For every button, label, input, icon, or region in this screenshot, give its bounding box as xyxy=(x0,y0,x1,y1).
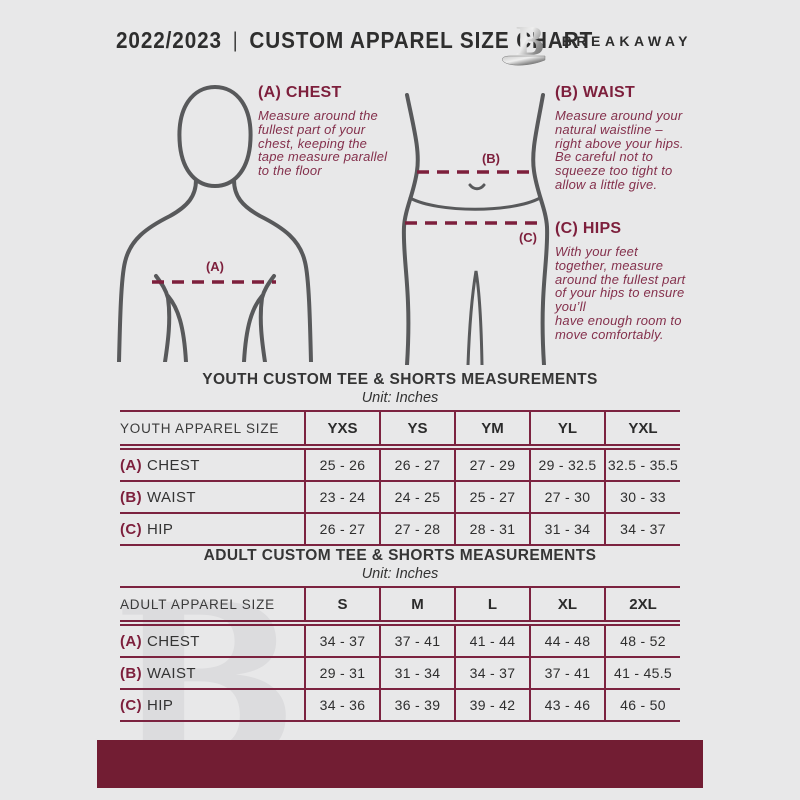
waist-instruction-block: (B) WAIST Measure around your natural wa… xyxy=(555,84,717,192)
table-cell: 23 - 24 xyxy=(304,481,380,514)
size-header-m: M xyxy=(379,587,455,626)
row-label-text: HIP xyxy=(147,696,174,714)
table-cell: 27 - 28 xyxy=(379,513,455,546)
row-prefix: (B) xyxy=(120,488,143,506)
table-cell: 24 - 25 xyxy=(379,481,455,514)
youth-unit-label: Unit: Inches xyxy=(361,390,439,406)
divider: | xyxy=(232,28,239,52)
size-header-yxl: YXL xyxy=(604,411,680,450)
row-label-text: CHEST xyxy=(147,632,200,650)
size-header-yxs: YXS xyxy=(304,411,380,450)
table-cell: 27 - 29 xyxy=(454,447,530,482)
row-label-waist: (B) WAIST xyxy=(120,657,305,690)
table-cell: 41 - 45.5 xyxy=(604,657,680,690)
table-row: (A) CHEST 25 - 26 26 - 27 27 - 29 29 - 32… xyxy=(120,447,680,482)
table-cell: 31 - 34 xyxy=(379,657,455,690)
breakaway-logo-icon: B xyxy=(501,19,546,66)
adult-size-table: ADULT APPAREL SIZE S M L XL 2XL (A) CHEST… xyxy=(120,586,680,722)
size-header-s: S xyxy=(304,587,380,626)
adult-size-column-header: ADULT APPAREL SIZE xyxy=(120,587,305,626)
table-row: (A) CHEST 34 - 37 37 - 41 41 - 44 44 - 48… xyxy=(120,623,680,658)
size-header-ym: YM xyxy=(454,411,530,450)
chest-heading: (A) CHEST xyxy=(258,84,342,101)
hips-instruction-block: (C) HIPS With your feet together, measur… xyxy=(555,220,717,342)
waist-instruction-text: Measure around your natural waistline – … xyxy=(555,108,684,192)
adult-header-row: ADULT APPAREL SIZE S M L XL 2XL xyxy=(120,587,680,626)
table-cell: 30 - 33 xyxy=(604,481,680,514)
hips-heading: (C) HIPS xyxy=(555,220,622,237)
table-cell: 29 - 31 xyxy=(304,657,380,690)
size-header-xl: XL xyxy=(529,587,605,626)
table-row: (C) HIP 26 - 27 27 - 28 28 - 31 31 - 34 3… xyxy=(120,513,680,546)
youth-header-row: YOUTH APPAREL SIZE YXS YS YM YL YXL xyxy=(120,411,680,450)
hips-instruction-text: With your feet together, measure around … xyxy=(555,244,686,342)
size-header-yl: YL xyxy=(529,411,605,450)
row-label-text: WAIST xyxy=(147,488,196,506)
table-cell: 46 - 50 xyxy=(604,689,680,722)
row-label-text: WAIST xyxy=(147,664,196,682)
table-cell: 26 - 27 xyxy=(304,513,380,546)
row-label-waist: (B) WAIST xyxy=(120,481,305,514)
adult-section-title: ADULT CUSTOM TEE & SHORTS MEASUREMENTS xyxy=(203,547,597,564)
table-cell: 31 - 34 xyxy=(529,513,605,546)
table-cell: 27 - 30 xyxy=(529,481,605,514)
size-header-ys: YS xyxy=(379,411,455,450)
footer-accent-bar xyxy=(97,740,703,788)
table-cell: 48 - 52 xyxy=(604,623,680,658)
hips-figure-illustration: (B) (C) xyxy=(401,93,550,365)
chest-instruction-block: (A) CHEST Measure around the fullest par… xyxy=(258,84,416,178)
table-cell: 43 - 46 xyxy=(529,689,605,722)
row-label-hip: (C) HIP xyxy=(120,689,305,722)
row-prefix: (A) xyxy=(120,632,143,650)
torso-figure-illustration: (A) xyxy=(117,84,313,362)
size-header-2xl: 2XL xyxy=(604,587,680,626)
table-cell: 34 - 37 xyxy=(304,623,380,658)
table-cell: 34 - 37 xyxy=(604,513,680,546)
table-cell: 37 - 41 xyxy=(379,623,455,658)
table-cell: 34 - 37 xyxy=(454,657,530,690)
brand-block: B BREAKAWAY xyxy=(499,16,692,66)
table-cell: 32.5 - 35.5 xyxy=(604,447,680,482)
adult-unit-label: Unit: Inches xyxy=(361,566,439,582)
row-prefix: (B) xyxy=(120,664,143,682)
table-cell: 41 - 44 xyxy=(454,623,530,658)
table-cell: 36 - 39 xyxy=(379,689,455,722)
table-cell: 39 - 42 xyxy=(454,689,530,722)
hip-line-label: (C) xyxy=(519,230,537,245)
brand-name: BREAKAWAY xyxy=(561,33,692,49)
row-label-chest: (A) CHEST xyxy=(120,623,305,658)
size-header-l: L xyxy=(454,587,530,626)
row-prefix: (A) xyxy=(120,456,143,474)
table-row: (B) WAIST 29 - 31 31 - 34 34 - 37 37 - 41… xyxy=(120,657,680,690)
youth-size-column-header: YOUTH APPAREL SIZE xyxy=(120,411,305,450)
youth-section-title: YOUTH CUSTOM TEE & SHORTS MEASUREMENTS xyxy=(202,371,598,388)
table-row: (C) HIP 34 - 36 36 - 39 39 - 42 43 - 46 4… xyxy=(120,689,680,722)
row-label-text: HIP xyxy=(147,520,174,538)
row-prefix: (C) xyxy=(120,696,143,714)
masthead: 2022/2023 | CUSTOM APPAREL SIZE CHART xyxy=(116,27,593,54)
table-cell: 28 - 31 xyxy=(454,513,530,546)
row-label-chest: (A) CHEST xyxy=(120,447,305,482)
row-label-text: CHEST xyxy=(147,456,200,474)
table-cell: 25 - 26 xyxy=(304,447,380,482)
youth-size-table: YOUTH APPAREL SIZE YXS YS YM YL YXL (A) C… xyxy=(120,410,680,546)
table-row: (B) WAIST 23 - 24 24 - 25 25 - 27 27 - 30… xyxy=(120,481,680,514)
table-cell: 25 - 27 xyxy=(454,481,530,514)
chest-instruction-text: Measure around the fullest part of your … xyxy=(258,108,388,179)
page-title: CUSTOM APPAREL SIZE CHART xyxy=(249,27,594,53)
row-label-hip: (C) HIP xyxy=(120,513,305,546)
table-cell: 44 - 48 xyxy=(529,623,605,658)
chest-line-label: (A) xyxy=(206,259,224,274)
table-cell: 26 - 27 xyxy=(379,447,455,482)
season-text: 2022/2023 xyxy=(116,27,222,53)
waist-heading: (B) WAIST xyxy=(555,84,636,101)
table-cell: 37 - 41 xyxy=(529,657,605,690)
table-cell: 29 - 32.5 xyxy=(529,447,605,482)
waist-line-label: (B) xyxy=(482,151,500,166)
row-prefix: (C) xyxy=(120,520,143,538)
table-cell: 34 - 36 xyxy=(304,689,380,722)
